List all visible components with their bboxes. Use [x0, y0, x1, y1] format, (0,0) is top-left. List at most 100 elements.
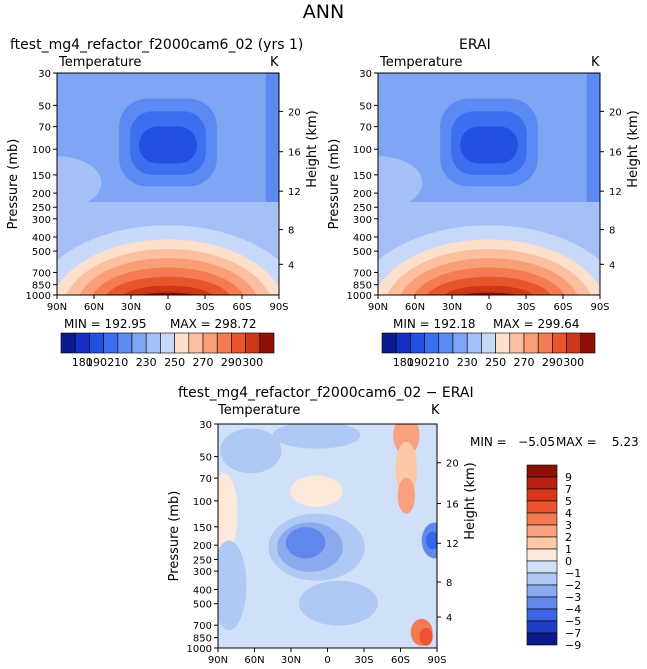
- figure-title: ANN: [302, 1, 345, 23]
- y-tick-label: 400: [353, 233, 372, 244]
- y-tick-label: 300: [32, 215, 51, 226]
- colorbar-swatch: [552, 332, 567, 354]
- field-contour: [462, 292, 516, 295]
- y2-tick-label: 4: [446, 613, 452, 624]
- field-contour: [426, 531, 437, 550]
- colorbar-swatch: [526, 608, 558, 622]
- panel-1-variable: Temperature: [59, 55, 142, 70]
- x-tick-label: 60S: [553, 302, 572, 313]
- y-tick-label: 850: [32, 281, 51, 292]
- colorbar-swatch: [160, 332, 175, 354]
- colorbar-swatch: [231, 332, 246, 354]
- colorbar-swatch: [410, 332, 425, 354]
- y-tick-label: 250: [193, 555, 212, 566]
- colorbar-label: 1: [565, 543, 572, 556]
- field-contour: [220, 428, 282, 474]
- colorbar-swatch: [566, 332, 582, 354]
- panel-1-max-label: MAX = 298.72: [170, 317, 257, 331]
- colorbar-swatch: [145, 332, 161, 354]
- x-tick-label: 90S: [269, 302, 288, 313]
- field-contour: [378, 156, 423, 210]
- y2-tick-label: 8: [446, 578, 452, 589]
- y2-tick-label: 12: [609, 187, 622, 198]
- panel-1-units: K: [270, 55, 279, 70]
- colorbar-swatch: [424, 332, 440, 354]
- colorbar-label: 290: [542, 356, 563, 369]
- x-tick-label: 30S: [516, 302, 535, 313]
- y-tick-label: 200: [353, 189, 372, 200]
- y-tick-label: 100: [32, 145, 51, 156]
- colorbar-label: 250: [164, 356, 185, 369]
- colorbar-swatch: [526, 632, 558, 646]
- x-tick-label: 60N: [405, 302, 425, 313]
- x-tick-label: 90N: [208, 655, 228, 666]
- panel-2-axes: 305070100150200250300400500700850100090N…: [327, 69, 641, 313]
- panel-1-axes: 305070100150200250300400500700850100090N…: [6, 69, 320, 313]
- field-contour: [218, 540, 247, 631]
- x-tick-label: 30N: [281, 655, 301, 666]
- y2-tick-label: 20: [609, 107, 622, 118]
- y-tick-label: 100: [193, 497, 212, 508]
- y-tick-label: 250: [32, 203, 51, 214]
- x-tick-label: 60S: [391, 655, 410, 666]
- colorbar-swatch: [495, 332, 511, 354]
- panel-2-field: [377, 72, 601, 296]
- colorbar-swatch: [526, 512, 558, 526]
- colorbar-swatch: [381, 332, 397, 354]
- colorbar-label: −5: [565, 615, 581, 628]
- y2-tick-label: 12: [288, 187, 301, 198]
- y2-tick-label: 20: [446, 459, 459, 470]
- panel-3-title: ftest_mg4_refactor_f2000cam6_02 − ERAI: [178, 385, 474, 401]
- panel-2-max-label: MAX = 299.64: [493, 317, 580, 331]
- y-tick-label: 700: [353, 268, 372, 279]
- y-axis-label: Pressure (mb): [327, 139, 342, 230]
- panel-1-min-label: MIN = 192.95: [64, 317, 147, 331]
- colorbar-swatch: [523, 332, 539, 354]
- y-tick-label: 50: [38, 101, 51, 112]
- y2-tick-label: 8: [288, 226, 294, 237]
- colorbar-swatch: [395, 332, 411, 354]
- colorbar-label: −2: [565, 579, 581, 592]
- colorbar-swatch: [526, 560, 558, 574]
- field-contour: [460, 126, 518, 164]
- colorbar-label: 9: [565, 471, 572, 484]
- colorbar-label: −1: [565, 567, 581, 580]
- colorbar-label: 7: [565, 483, 572, 496]
- panel-1-field: [56, 72, 280, 296]
- y-tick-label: 70: [199, 474, 212, 485]
- panel-3-variable: Temperature: [218, 403, 301, 418]
- panel-2-title: ERAI: [459, 37, 491, 53]
- field-contour: [141, 292, 195, 295]
- y-tick-label: 500: [353, 247, 372, 258]
- colorbar-swatch: [216, 332, 232, 354]
- y2-tick-label: 16: [288, 148, 301, 159]
- y-tick-label: 400: [32, 233, 51, 244]
- colorbar-label: 270: [514, 356, 535, 369]
- colorbar-label: −7: [565, 627, 581, 640]
- field-contour: [586, 73, 600, 207]
- y2-tick-label: 16: [609, 148, 622, 159]
- y2-axis-label: Height (km): [463, 462, 478, 539]
- y-tick-label: 850: [353, 281, 372, 292]
- field-contour: [419, 627, 433, 646]
- x-tick-label: 90S: [427, 655, 446, 666]
- field-contour: [139, 126, 197, 164]
- x-tick-label: 60S: [232, 302, 251, 313]
- y-tick-label: 1000: [187, 644, 212, 655]
- y-tick-label: 700: [32, 268, 51, 279]
- y2-tick-label: 20: [288, 107, 301, 118]
- colorbar-swatch: [526, 464, 558, 478]
- x-tick-label: 90N: [47, 302, 67, 313]
- colorbar-swatch: [466, 332, 482, 354]
- colorbar-swatch: [526, 488, 558, 502]
- x-tick-label: 30S: [354, 655, 373, 666]
- colorbar-swatch: [526, 572, 558, 586]
- colorbar-label: 230: [136, 356, 157, 369]
- y2-axis-label: Height (km): [305, 110, 320, 187]
- y-tick-label: 1000: [26, 291, 51, 302]
- colorbar-label: −3: [565, 591, 581, 604]
- y-tick-label: 50: [359, 101, 372, 112]
